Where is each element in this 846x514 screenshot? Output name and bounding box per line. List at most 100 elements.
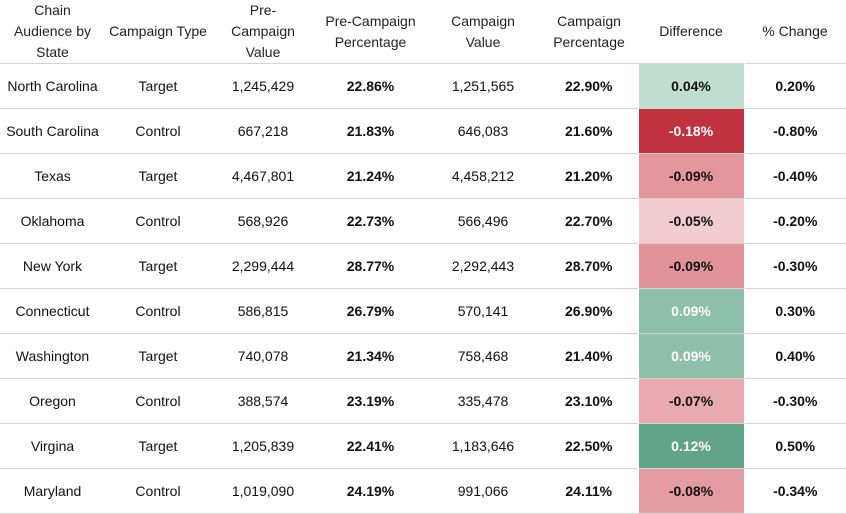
- campaign-percentage-cell: 21.40%: [540, 333, 638, 379]
- percent-change-cell: -0.80%: [744, 108, 846, 154]
- column-header: Campaign Value: [426, 0, 540, 64]
- difference-cell: -0.07%: [637, 378, 745, 424]
- table-row: Washington Target 740,078 21.34% 758,468 21.4…: [0, 333, 846, 379]
- difference-cell: -0.05%: [637, 198, 745, 244]
- pre-campaign-value-cell: 667,218: [211, 108, 315, 154]
- campaign-percentage-cell: 22.50%: [540, 423, 638, 469]
- column-header: Chain Audience by State: [0, 0, 105, 64]
- campaign-percentage-cell: 24.11%: [540, 468, 638, 514]
- column-header: Campaign Type: [105, 0, 211, 64]
- column-header-label: Chain Audience by State: [13, 2, 92, 60]
- pre-campaign-value-cell: 586,815: [211, 288, 315, 334]
- campaign-type-cell: Target: [105, 153, 211, 199]
- campaign-percentage-cell: 22.90%: [540, 63, 638, 109]
- campaign-value-cell: 758,468: [426, 333, 540, 379]
- campaign-type-cell: Control: [105, 108, 211, 154]
- pre-campaign-value-cell: 4,467,801: [211, 153, 315, 199]
- pre-campaign-percentage-cell: 22.73%: [315, 198, 426, 244]
- pre-campaign-percentage-cell: 26.79%: [315, 288, 426, 334]
- state-cell: Connecticut: [0, 288, 105, 334]
- pre-campaign-percentage-cell: 21.24%: [315, 153, 426, 199]
- campaign-percentage-cell: 22.70%: [540, 198, 638, 244]
- pre-campaign-value-cell: 388,574: [211, 378, 315, 424]
- column-header-label: % Change: [762, 23, 828, 39]
- difference-cell: 0.09%: [637, 288, 745, 334]
- pre-campaign-percentage-cell: 22.86%: [315, 63, 426, 109]
- column-header-label: Pre-Campaign Value: [231, 2, 295, 60]
- column-header-label: Pre-Campaign Percentage: [325, 12, 416, 50]
- campaign-percentage-cell: 21.20%: [540, 153, 638, 199]
- pre-campaign-percentage-cell: 21.34%: [315, 333, 426, 379]
- table-row: Virgina Target 1,205,839 22.41% 1,183,646 22.…: [0, 423, 846, 469]
- campaign-type-cell: Target: [105, 423, 211, 469]
- pre-campaign-value-cell: 1,245,429: [211, 63, 315, 109]
- pre-campaign-percentage-cell: 28.77%: [315, 243, 426, 289]
- percent-change-cell: 0.50%: [744, 423, 846, 469]
- difference-cell: -0.08%: [637, 468, 745, 514]
- state-cell: Maryland: [0, 468, 105, 514]
- campaign-value-cell: 1,183,646: [426, 423, 540, 469]
- percent-change-cell: -0.34%: [744, 468, 846, 514]
- percent-change-cell: -0.30%: [744, 378, 846, 424]
- state-cell: Texas: [0, 153, 105, 199]
- pre-campaign-value-cell: 1,019,090: [211, 468, 315, 514]
- campaign-type-cell: Target: [105, 243, 211, 289]
- campaign-percentage-cell: 26.90%: [540, 288, 638, 334]
- campaign-value-cell: 1,251,565: [426, 63, 540, 109]
- state-cell: North Carolina: [0, 63, 105, 109]
- table-row: Maryland Control 1,019,090 24.19% 991,066 24.…: [0, 468, 846, 514]
- difference-cell: -0.18%: [637, 108, 745, 154]
- campaign-value-cell: 566,496: [426, 198, 540, 244]
- percent-change-cell: 0.30%: [744, 288, 846, 334]
- percent-change-cell: 0.20%: [744, 63, 846, 109]
- table-row: Oklahoma Control 568,926 22.73% 566,496 22.70…: [0, 198, 846, 244]
- difference-cell: 0.04%: [637, 63, 745, 109]
- table-body: North Carolina Target 1,245,429 22.86% 1,251…: [0, 63, 846, 514]
- column-header-label: Campaign Type: [109, 23, 207, 39]
- campaign-type-cell: Control: [105, 288, 211, 334]
- difference-cell: 0.12%: [637, 423, 745, 469]
- campaign-value-cell: 335,478: [426, 378, 540, 424]
- campaign-value-cell: 4,458,212: [426, 153, 540, 199]
- column-header-label: Campaign Value: [451, 12, 515, 50]
- campaign-percentage-cell: 21.60%: [540, 108, 638, 154]
- campaign-type-cell: Control: [105, 378, 211, 424]
- table-row: New York Target 2,299,444 28.77% 2,292,443 28…: [0, 243, 846, 289]
- pre-campaign-percentage-cell: 22.41%: [315, 423, 426, 469]
- column-header: Pre-Campaign Value: [211, 0, 315, 64]
- campaign-value-cell: 2,292,443: [426, 243, 540, 289]
- header-row: Chain Audience by State Campaign Type Pre-…: [0, 0, 846, 64]
- state-cell: Oklahoma: [0, 198, 105, 244]
- pre-campaign-value-cell: 568,926: [211, 198, 315, 244]
- percent-change-cell: -0.40%: [744, 153, 846, 199]
- table-row: North Carolina Target 1,245,429 22.86% 1,251…: [0, 63, 846, 109]
- column-header: Pre-Campaign Percentage: [315, 0, 426, 64]
- pre-campaign-percentage-cell: 21.83%: [315, 108, 426, 154]
- state-cell: New York: [0, 243, 105, 289]
- percent-change-cell: 0.40%: [744, 333, 846, 379]
- pre-campaign-value-cell: 1,205,839: [211, 423, 315, 469]
- percent-change-cell: -0.30%: [744, 243, 846, 289]
- column-header-label: Difference: [659, 23, 723, 39]
- difference-cell: -0.09%: [637, 153, 745, 199]
- column-header-label: Campaign Percentage: [553, 12, 625, 50]
- pre-campaign-value-cell: 2,299,444: [211, 243, 315, 289]
- campaign-type-cell: Control: [105, 198, 211, 244]
- campaign-type-cell: Target: [105, 333, 211, 379]
- pre-campaign-percentage-cell: 24.19%: [315, 468, 426, 514]
- campaign-percentage-cell: 23.10%: [540, 378, 638, 424]
- percent-change-cell: -0.20%: [744, 198, 846, 244]
- campaign-value-cell: 991,066: [426, 468, 540, 514]
- pre-campaign-percentage-cell: 23.19%: [315, 378, 426, 424]
- state-cell: Virgina: [0, 423, 105, 469]
- campaign-type-cell: Control: [105, 468, 211, 514]
- table-row: Texas Target 4,467,801 21.24% 4,458,212 21.20…: [0, 153, 846, 199]
- pre-campaign-value-cell: 740,078: [211, 333, 315, 379]
- table-row: Oregon Control 388,574 23.19% 335,478 23.10% -…: [0, 378, 846, 424]
- table-row: Connecticut Control 586,815 26.79% 570,141 26…: [0, 288, 846, 334]
- column-header: % Change: [744, 0, 846, 64]
- campaign-value-cell: 570,141: [426, 288, 540, 334]
- difference-cell: 0.09%: [637, 333, 745, 379]
- campaign-type-cell: Target: [105, 63, 211, 109]
- column-header: Campaign Percentage: [540, 0, 638, 64]
